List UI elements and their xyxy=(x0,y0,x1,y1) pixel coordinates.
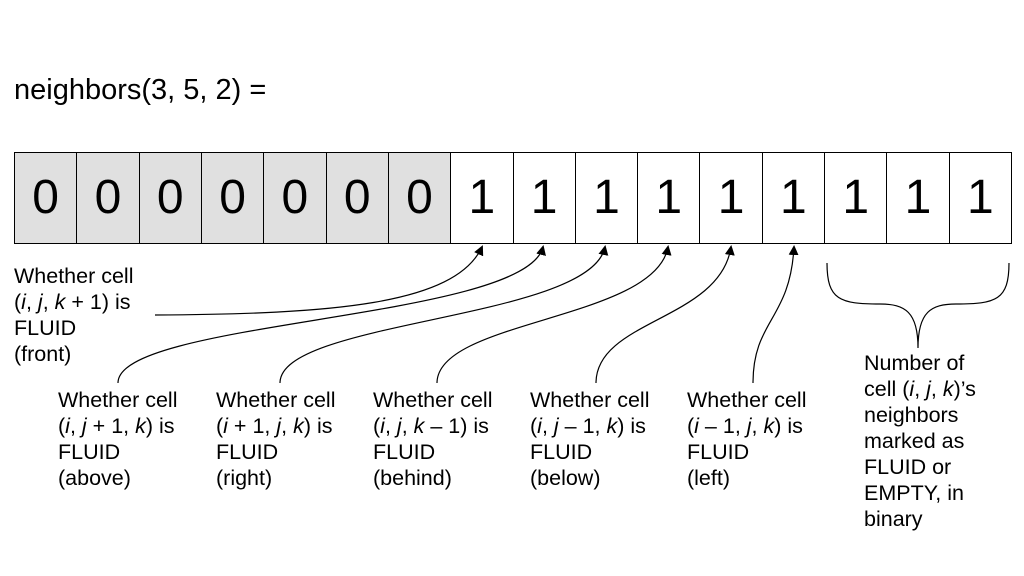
bit-cell-count: 1 xyxy=(949,153,1011,243)
label-front: Whether cell (i, j, k + 1) is FLUID (fro… xyxy=(14,263,134,367)
bit-cell-above: 1 xyxy=(513,153,576,243)
label-line: Whether cell xyxy=(14,264,134,288)
label-line: (right) xyxy=(216,466,273,490)
label-line: EMPTY, in xyxy=(864,481,964,505)
bit-cell: 0 xyxy=(15,153,78,243)
label-line: (i, j + 1, k) is xyxy=(58,414,175,438)
bit-cell-left: 1 xyxy=(762,153,826,243)
label-line: cell (i, j, k)’s xyxy=(864,377,976,401)
arrow-right xyxy=(279,245,609,384)
label-line: (i, j, k + 1) is xyxy=(14,290,131,314)
bit-cell-right: 1 xyxy=(575,153,639,243)
label-line: (i + 1, j, k) is xyxy=(216,414,333,438)
label-line: (i, j – 1, k) is xyxy=(530,414,646,438)
arrow-left xyxy=(752,245,799,384)
label-line: FLUID xyxy=(14,316,77,340)
label-line: Whether cell xyxy=(216,388,336,412)
label-line: FLUID xyxy=(216,440,279,464)
label-line: (i – 1, j, k) is xyxy=(687,414,803,438)
label-above: Whether cell (i, j + 1, k) is FLUID (abo… xyxy=(58,387,178,491)
bit-cell: 0 xyxy=(77,153,140,243)
bit-cell: 0 xyxy=(264,153,327,243)
arrow-front xyxy=(154,245,484,316)
label-line: (left) xyxy=(687,466,730,490)
arrow-below xyxy=(595,245,735,384)
label-line: Whether cell xyxy=(58,388,178,412)
count-brace xyxy=(826,262,1010,349)
label-line: Whether cell xyxy=(530,388,650,412)
bit-cell: 0 xyxy=(326,153,389,243)
label-line: Number of xyxy=(864,351,965,375)
label-line: FLUID xyxy=(58,440,121,464)
label-line: (below) xyxy=(530,466,601,490)
bit-cell: 0 xyxy=(139,153,202,243)
bit-field: 0 0 0 0 0 0 0 1 1 1 1 1 1 1 1 1 xyxy=(14,152,1012,244)
label-line: FLUID xyxy=(687,440,750,464)
bit-cell-behind: 1 xyxy=(638,153,701,243)
label-line: (i, j, k – 1) is xyxy=(373,414,489,438)
label-right: Whether cell (i + 1, j, k) is FLUID (rig… xyxy=(216,387,336,491)
label-line: (front) xyxy=(14,342,72,366)
label-neighbor-count: Number of cell (i, j, k)’s neighbors mar… xyxy=(864,350,976,532)
label-line: neighbors xyxy=(864,403,959,427)
bit-cell-front: 1 xyxy=(451,153,514,243)
label-line: (above) xyxy=(58,466,131,490)
label-line: binary xyxy=(864,507,923,531)
arrow-above xyxy=(117,245,546,384)
arrow-behind xyxy=(436,245,672,384)
label-below: Whether cell (i, j – 1, k) is FLUID (bel… xyxy=(530,387,650,491)
bit-cell-count: 1 xyxy=(825,153,888,243)
bit-cell-count: 1 xyxy=(887,153,950,243)
bit-cell: 0 xyxy=(201,153,265,243)
label-line: (behind) xyxy=(373,466,452,490)
label-line: Whether cell xyxy=(373,388,493,412)
label-line: Whether cell xyxy=(687,388,807,412)
label-behind: Whether cell (i, j, k – 1) is FLUID (beh… xyxy=(373,387,493,491)
expression-title: neighbors(3, 5, 2) = xyxy=(14,74,267,106)
label-line: FLUID xyxy=(373,440,436,464)
label-line: FLUID xyxy=(530,440,593,464)
bit-cell-below: 1 xyxy=(700,153,763,243)
bit-cell: 0 xyxy=(388,153,452,243)
label-left: Whether cell (i – 1, j, k) is FLUID (lef… xyxy=(687,387,807,491)
label-line: FLUID or xyxy=(864,455,952,479)
label-line: marked as xyxy=(864,429,965,453)
